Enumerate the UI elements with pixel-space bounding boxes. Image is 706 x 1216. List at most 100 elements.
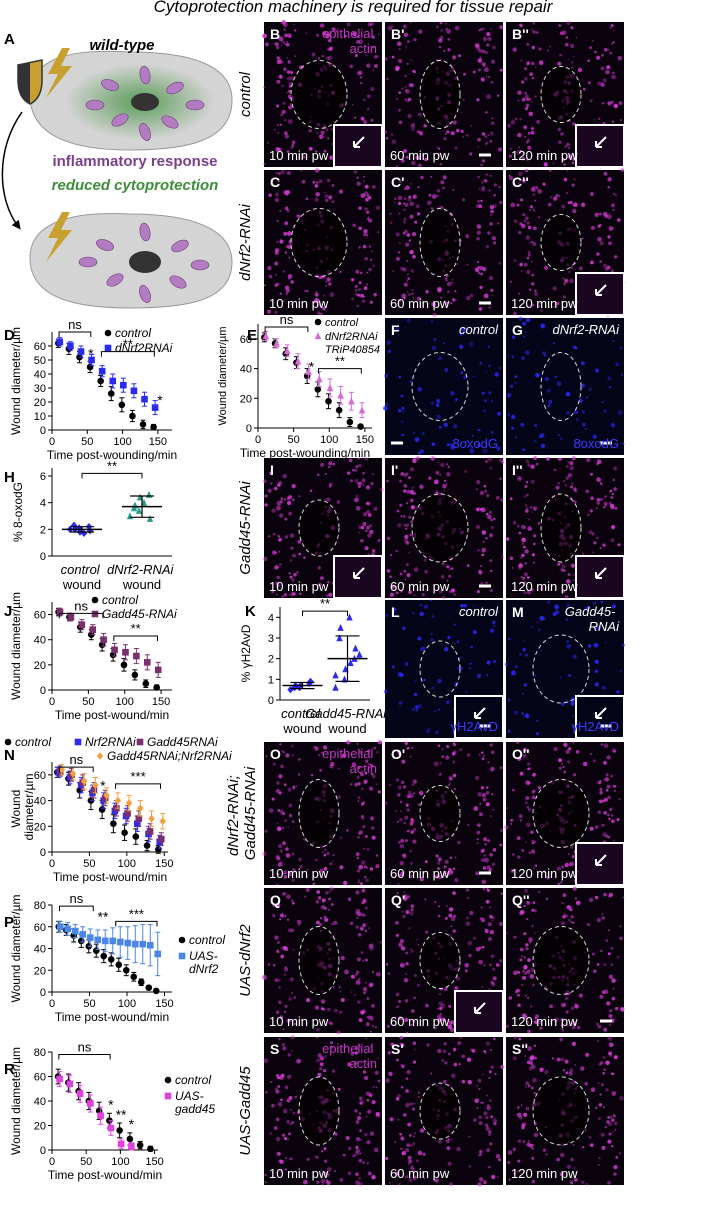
cell-nucleus bbox=[279, 500, 283, 503]
cell-nucleus bbox=[449, 907, 454, 912]
cell-nucleus bbox=[421, 431, 425, 435]
cell-nucleus bbox=[610, 24, 613, 27]
cell-nucleus bbox=[537, 522, 541, 525]
cell-nucleus bbox=[607, 1121, 613, 1127]
cell-nucleus bbox=[480, 917, 486, 923]
cell-nucleus bbox=[357, 881, 360, 883]
cell-nucleus bbox=[603, 171, 608, 176]
cell-nucleus bbox=[486, 94, 491, 99]
cell-nucleus bbox=[525, 796, 530, 801]
wound-outline bbox=[419, 208, 461, 277]
cell-nucleus bbox=[603, 544, 606, 547]
cell-nucleus bbox=[284, 1004, 288, 1008]
cell-nucleus bbox=[328, 1021, 332, 1025]
cell-nucleus bbox=[560, 1173, 563, 1176]
cell-nucleus bbox=[575, 750, 580, 754]
cell-nucleus bbox=[527, 145, 532, 150]
cell-nucleus bbox=[453, 914, 456, 918]
marker bbox=[117, 1140, 125, 1148]
cell-nucleus bbox=[279, 1075, 284, 1080]
cell-nucleus bbox=[508, 637, 511, 641]
cell-nucleus bbox=[438, 708, 441, 711]
cell-nucleus bbox=[569, 201, 573, 204]
cell-nucleus bbox=[316, 181, 319, 184]
cell-nucleus bbox=[305, 887, 310, 893]
cell-nucleus bbox=[614, 1129, 617, 1131]
cell-nucleus bbox=[278, 864, 281, 867]
cell-nucleus bbox=[279, 513, 284, 518]
cell-nucleus bbox=[488, 1130, 492, 1134]
cell-nucleus bbox=[477, 428, 480, 432]
cell-nucleus bbox=[280, 947, 283, 949]
cell-nucleus bbox=[293, 572, 297, 577]
cell-nucleus bbox=[291, 144, 295, 147]
cell-nucleus bbox=[495, 1119, 498, 1122]
cell-nucleus bbox=[372, 1025, 375, 1028]
cell-nucleus bbox=[365, 54, 368, 57]
cell-nucleus bbox=[610, 538, 615, 543]
cell-nucleus bbox=[532, 772, 536, 777]
cell-nucleus bbox=[264, 829, 268, 833]
cell-nucleus bbox=[450, 871, 454, 874]
cell-nucleus bbox=[369, 1131, 375, 1136]
cell-nucleus bbox=[367, 94, 371, 99]
cell-nucleus bbox=[526, 221, 530, 225]
cell-nucleus bbox=[398, 47, 401, 51]
cell-nucleus bbox=[359, 1099, 364, 1105]
cell-nucleus bbox=[441, 1017, 446, 1022]
x-tick-label: dNrf2-RNAi wound bbox=[107, 562, 177, 592]
cell-nucleus bbox=[597, 81, 602, 86]
cell-nucleus bbox=[399, 1035, 404, 1040]
cell-nucleus bbox=[271, 797, 275, 801]
cell-nucleus bbox=[465, 691, 468, 693]
cell-nucleus bbox=[364, 1133, 368, 1137]
cell-nucleus bbox=[366, 848, 370, 851]
cell-nucleus bbox=[493, 183, 497, 187]
cell-nucleus bbox=[358, 531, 360, 534]
cell-nucleus bbox=[325, 1172, 330, 1178]
cell-nucleus bbox=[529, 209, 531, 211]
cell-nucleus bbox=[415, 507, 418, 510]
cell-nucleus bbox=[517, 1003, 521, 1008]
cell-nucleus bbox=[520, 270, 523, 272]
cell-nucleus bbox=[613, 1165, 618, 1170]
significance-label: ** bbox=[335, 354, 345, 369]
cell-nucleus bbox=[356, 957, 361, 962]
marker bbox=[135, 506, 143, 514]
cell-nucleus bbox=[459, 344, 464, 349]
cell-nucleus bbox=[477, 1182, 482, 1187]
cell-nucleus bbox=[314, 292, 319, 297]
cell-nucleus bbox=[369, 946, 374, 951]
cell-nucleus bbox=[325, 34, 330, 39]
marker bbox=[128, 1143, 135, 1150]
time-label: 10 min pw bbox=[269, 1014, 329, 1029]
cell-nucleus bbox=[524, 485, 528, 488]
cell-nucleus bbox=[279, 918, 282, 921]
cell-nucleus bbox=[408, 515, 412, 519]
cell-nucleus bbox=[400, 590, 403, 593]
wound-outline bbox=[290, 60, 348, 129]
cell-nucleus bbox=[548, 399, 553, 404]
cell-nucleus bbox=[516, 1169, 520, 1173]
cell-nucleus bbox=[366, 1099, 370, 1102]
cell-nucleus bbox=[278, 36, 284, 42]
cell-nucleus bbox=[395, 1171, 400, 1176]
cell-nucleus bbox=[354, 497, 359, 503]
cell-nucleus bbox=[496, 1175, 499, 1179]
cell-nucleus bbox=[469, 293, 474, 298]
cell-nucleus bbox=[407, 277, 411, 280]
cell-nucleus bbox=[299, 864, 303, 869]
cell-nucleus bbox=[315, 150, 318, 153]
marker bbox=[67, 342, 74, 350]
cell-nucleus bbox=[476, 830, 481, 835]
cell-nucleus bbox=[283, 498, 286, 501]
panel-tag: epithelial actin bbox=[322, 26, 377, 56]
panel-tag: epithelial actin bbox=[322, 1041, 377, 1071]
cell-nucleus bbox=[275, 1073, 280, 1078]
cell-nucleus bbox=[530, 260, 533, 263]
cell-nucleus bbox=[364, 184, 369, 189]
cell-nucleus bbox=[291, 852, 295, 856]
cell-nucleus bbox=[608, 501, 612, 505]
cell-nucleus bbox=[367, 22, 372, 27]
cell-nucleus bbox=[568, 1071, 574, 1077]
